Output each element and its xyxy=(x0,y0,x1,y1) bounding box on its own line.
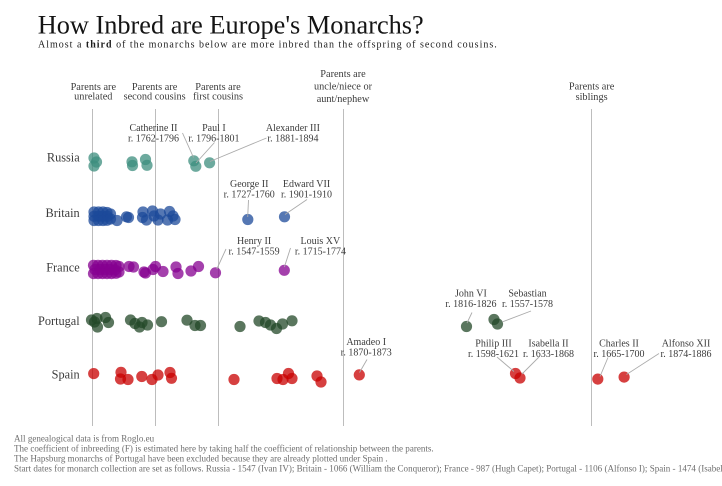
svg-text:r. 1901-1910: r. 1901-1910 xyxy=(281,189,332,200)
svg-text:Parents are: Parents are xyxy=(132,82,178,93)
svg-text:Henry II: Henry II xyxy=(237,236,271,247)
svg-text:r. 1727-1760: r. 1727-1760 xyxy=(224,189,275,200)
svg-text:Edward VII: Edward VII xyxy=(283,179,330,190)
svg-text:first cousins: first cousins xyxy=(193,92,243,103)
svg-text:France: France xyxy=(46,261,80,275)
svg-text:George II: George II xyxy=(230,179,268,190)
svg-text:Parents are: Parents are xyxy=(320,69,366,80)
svg-text:Catherine II: Catherine II xyxy=(129,123,177,134)
svg-text:Start dates for monarch collec: Start dates for monarch collection are s… xyxy=(14,464,722,474)
svg-text:r. 1665-1700: r. 1665-1700 xyxy=(593,349,644,360)
svg-text:r. 1870-1873: r. 1870-1873 xyxy=(341,347,392,358)
svg-text:All genealogical data is from: All genealogical data is from Roglo.eu xyxy=(14,434,155,444)
svg-text:r. 1762-1796: r. 1762-1796 xyxy=(128,133,179,144)
svg-text:Philip III: Philip III xyxy=(475,339,511,350)
svg-text:Amadeo I: Amadeo I xyxy=(346,337,386,348)
svg-text:Alexander III: Alexander III xyxy=(266,123,320,134)
svg-text:r. 1816-1826: r. 1816-1826 xyxy=(445,299,496,310)
svg-text:r. 1598-1621: r. 1598-1621 xyxy=(468,349,519,360)
svg-text:Parents are: Parents are xyxy=(569,82,615,93)
svg-text:r. 1881-1894: r. 1881-1894 xyxy=(267,133,318,144)
svg-text:Britain: Britain xyxy=(46,206,80,220)
svg-text:How Inbred are Europe's Monarc: How Inbred are Europe's Monarchs? xyxy=(38,11,424,40)
svg-text:Almost a third of the monarchs: Almost a third of the monarchs below are… xyxy=(38,40,498,51)
svg-text:The coefficient of inbreeding: The coefficient of inbreeding (F) is est… xyxy=(14,444,434,454)
svg-text:second cousins: second cousins xyxy=(124,92,186,103)
svg-text:Alfonso XII: Alfonso XII xyxy=(662,339,711,350)
svg-text:John VI: John VI xyxy=(455,289,487,300)
svg-text:r. 1633-1868: r. 1633-1868 xyxy=(523,349,574,360)
svg-text:r. 1547-1559: r. 1547-1559 xyxy=(229,246,280,257)
svg-text:uncle/niece or: uncle/niece or xyxy=(314,82,373,93)
svg-text:Portugal: Portugal xyxy=(38,314,80,328)
svg-text:Charles II: Charles II xyxy=(599,339,639,350)
svg-text:Parents are: Parents are xyxy=(71,82,117,93)
svg-text:The Hapsburg monarchs of Portu: The Hapsburg monarchs of Portugal have b… xyxy=(14,454,388,464)
svg-text:unrelated: unrelated xyxy=(74,92,113,103)
svg-text:r. 1715-1774: r. 1715-1774 xyxy=(295,246,346,257)
svg-text:Parents are: Parents are xyxy=(195,82,241,93)
svg-text:Isabella II: Isabella II xyxy=(528,339,568,350)
svg-text:siblings: siblings xyxy=(576,92,608,103)
svg-text:aunt/nephew: aunt/nephew xyxy=(317,94,370,105)
svg-text:r. 1557-1578: r. 1557-1578 xyxy=(502,299,553,310)
svg-text:Louis XV: Louis XV xyxy=(301,236,342,247)
svg-text:r. 1874-1886: r. 1874-1886 xyxy=(660,349,711,360)
svg-text:Paul I: Paul I xyxy=(202,123,226,134)
svg-text:r. 1796-1801: r. 1796-1801 xyxy=(188,133,239,144)
svg-text:Sebastian: Sebastian xyxy=(508,289,546,300)
svg-text:Russia: Russia xyxy=(47,150,80,164)
svg-text:Spain: Spain xyxy=(52,368,80,382)
